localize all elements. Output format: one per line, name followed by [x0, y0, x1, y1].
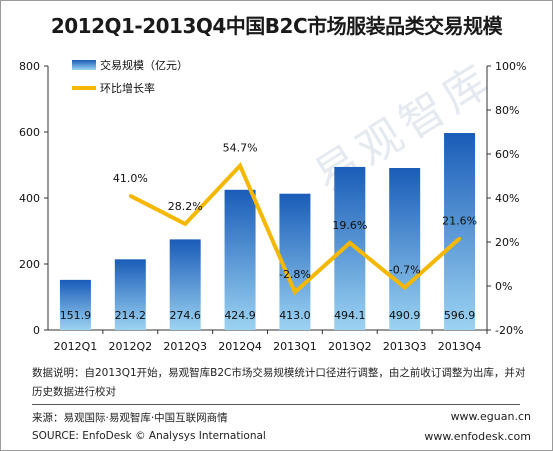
growth-rate-label: 28.2%	[168, 200, 203, 213]
y-tick-label-right: 100%	[495, 60, 526, 73]
y-tick-label-right: 80%	[495, 104, 519, 117]
bar-value-label: 274.6	[169, 309, 201, 322]
separator-line	[32, 404, 520, 405]
y-tick-label-right: -20%	[495, 324, 523, 337]
growth-point	[128, 194, 132, 198]
bars	[59, 133, 476, 330]
bar	[224, 189, 256, 330]
growth-point	[458, 236, 462, 240]
growth-point	[238, 164, 242, 168]
y-tick-label-left: 600	[19, 126, 40, 139]
bar-value-label: 214.2	[115, 309, 147, 322]
data-labels: 151.9 214.2 274.6 424.9 413.0 494.1 490.9 596.9…	[60, 142, 477, 322]
growth-rate-label: -2.8%	[279, 268, 311, 281]
website-enfodesk: www.enfodesk.com	[424, 430, 531, 443]
growth-rate-label: 21.6%	[442, 214, 477, 227]
y-tick-label-left: 400	[19, 192, 40, 205]
growth-point	[293, 290, 297, 294]
y-tick-label-left: 800	[19, 60, 40, 73]
bar	[389, 168, 421, 330]
growth-line	[128, 162, 462, 296]
bar	[334, 166, 366, 330]
y-tick-label-right: 40%	[495, 192, 519, 205]
website-eguan: www.eguan.cn	[450, 410, 531, 423]
x-tick-label: 2013Q2	[328, 340, 372, 353]
bar	[279, 193, 311, 330]
chart-title: 2012Q1-2013Q4中国B2C市场服装品类交易规模	[50, 14, 503, 38]
growth-point	[403, 286, 407, 290]
x-tick-label: 2012Q2	[108, 340, 152, 353]
growth-rate-label: -0.7%	[389, 264, 421, 277]
growth-rate-label: 19.6%	[332, 219, 367, 232]
source-en: SOURCE: EnfoDesk © Analysys Internationa…	[32, 430, 266, 442]
bar	[59, 279, 91, 330]
bar	[444, 133, 476, 330]
bar-value-label: 494.1	[334, 309, 366, 322]
footnote: 数据说明：自2013Q1开始，易观智库B2C市场交易规模统计口径进行调整，由之前…	[32, 367, 526, 398]
x-tick-label: 2012Q3	[163, 340, 207, 353]
growth-point	[183, 222, 187, 226]
x-tick-label: 2013Q3	[383, 340, 427, 353]
x-tick-label: 2012Q4	[218, 340, 262, 353]
growth-rate-label: 54.7%	[223, 142, 258, 155]
bar-value-label: 596.9	[444, 309, 476, 322]
legend-label-bar: 交易规模（亿元）	[100, 58, 188, 72]
source-cn: 来源：易观国际·易观智库·中国互联网商情	[32, 412, 228, 424]
y-tick-label-right: 20%	[495, 236, 519, 249]
growth-point	[348, 241, 352, 245]
x-tick-label: 2013Q4	[438, 340, 482, 353]
legend-label-line: 环比增长率	[100, 81, 155, 95]
y-tick-label-right: 0%	[495, 280, 512, 293]
growth-rate-label: 41.0%	[113, 172, 148, 185]
legend-swatch-bar	[72, 60, 96, 70]
x-tick-label: 2012Q1	[54, 340, 98, 353]
bar-value-label: 424.9	[224, 309, 256, 322]
bar-value-label: 151.9	[60, 309, 92, 322]
bar-value-label: 490.9	[389, 309, 421, 322]
y-tick-label-left: 0	[33, 324, 40, 337]
bar-value-label: 413.0	[279, 309, 311, 322]
bar	[114, 259, 146, 330]
y-tick-label-left: 200	[19, 258, 40, 271]
bar	[169, 239, 201, 330]
legend: 交易规模（亿元） 环比增长率	[72, 58, 188, 95]
y-tick-label-right: 60%	[495, 148, 519, 161]
x-tick-label: 2013Q1	[273, 340, 317, 353]
